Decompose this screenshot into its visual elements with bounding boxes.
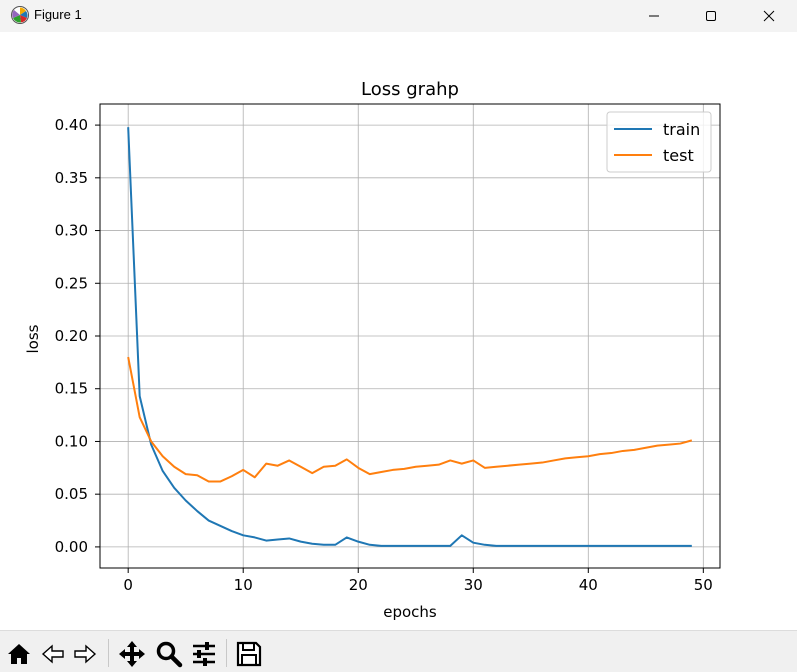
series-lines bbox=[127, 127, 693, 547]
series-line-test bbox=[127, 356, 693, 483]
legend-label-train: train bbox=[663, 120, 700, 139]
x-tick-label: 10 bbox=[234, 576, 253, 594]
x-axis-label: epochs bbox=[383, 603, 437, 621]
home-icon bbox=[8, 644, 30, 664]
pan-move-icon bbox=[119, 641, 145, 667]
matplotlib-logo-icon bbox=[11, 6, 29, 24]
forward-button[interactable] bbox=[70, 639, 100, 669]
series-line-train bbox=[127, 127, 692, 547]
zoom-magnifier-icon bbox=[156, 641, 183, 668]
y-tick-label: 0.15 bbox=[55, 380, 88, 398]
y-tick-label: 0.05 bbox=[55, 485, 88, 503]
y-tick-label: 0.00 bbox=[55, 538, 88, 556]
navigation-toolbar bbox=[0, 630, 797, 672]
zoom-button[interactable] bbox=[154, 639, 184, 669]
legend: train test bbox=[606, 111, 712, 173]
maximize-icon bbox=[706, 11, 716, 21]
forward-arrow-icon bbox=[74, 644, 97, 664]
save-floppy-icon bbox=[236, 641, 262, 667]
y-tick-label: 0.25 bbox=[55, 274, 88, 292]
chart-title: Loss grahp bbox=[361, 79, 459, 100]
window-title: Figure 1 bbox=[34, 7, 82, 22]
maximize-button[interactable] bbox=[683, 0, 739, 32]
y-tick-label: 0.30 bbox=[55, 222, 88, 240]
close-icon bbox=[763, 10, 775, 22]
legend-box bbox=[606, 111, 712, 173]
y-tick-label: 0.40 bbox=[55, 116, 88, 134]
configure-subplots-button[interactable] bbox=[189, 639, 219, 669]
x-tick-label: 30 bbox=[464, 576, 483, 594]
y-tick-label: 0.35 bbox=[55, 169, 88, 187]
y-tick-label: 0.20 bbox=[55, 327, 88, 345]
x-tick-label: 50 bbox=[694, 576, 713, 594]
home-button[interactable] bbox=[4, 639, 34, 669]
x-tick-label: 0 bbox=[123, 576, 133, 594]
configure-subplots-icon bbox=[193, 642, 215, 666]
grid-lines bbox=[100, 104, 720, 568]
toolbar-separator bbox=[226, 639, 227, 667]
y-axis-label: loss bbox=[24, 324, 42, 353]
y-tick-label: 0.10 bbox=[55, 432, 88, 450]
x-tick-label: 20 bbox=[349, 576, 368, 594]
x-tick-label: 40 bbox=[579, 576, 598, 594]
figure-canvas[interactable]: 0 10 20 30 40 50 0.00 0.05 0.10 0.15 0.20 0.25 0.30 0… bbox=[0, 32, 797, 630]
back-arrow-icon bbox=[41, 644, 64, 664]
toolbar-separator bbox=[108, 639, 109, 667]
axis-ticks: 0 10 20 30 40 50 0.00 0.05 0.10 0.15 0.20 0.25 0.30 0… bbox=[55, 116, 713, 594]
loss-chart: 0 10 20 30 40 50 0.00 0.05 0.10 0.15 0.20 0.25 0.30 0… bbox=[24, 79, 721, 621]
save-button[interactable] bbox=[234, 639, 264, 669]
minimize-button[interactable] bbox=[626, 0, 682, 32]
window-titlebar: Figure 1 bbox=[0, 0, 797, 32]
back-button[interactable] bbox=[38, 639, 68, 669]
legend-label-test: test bbox=[663, 146, 694, 165]
close-button[interactable] bbox=[741, 0, 797, 32]
minimize-icon bbox=[649, 15, 659, 17]
pan-button[interactable] bbox=[117, 639, 147, 669]
